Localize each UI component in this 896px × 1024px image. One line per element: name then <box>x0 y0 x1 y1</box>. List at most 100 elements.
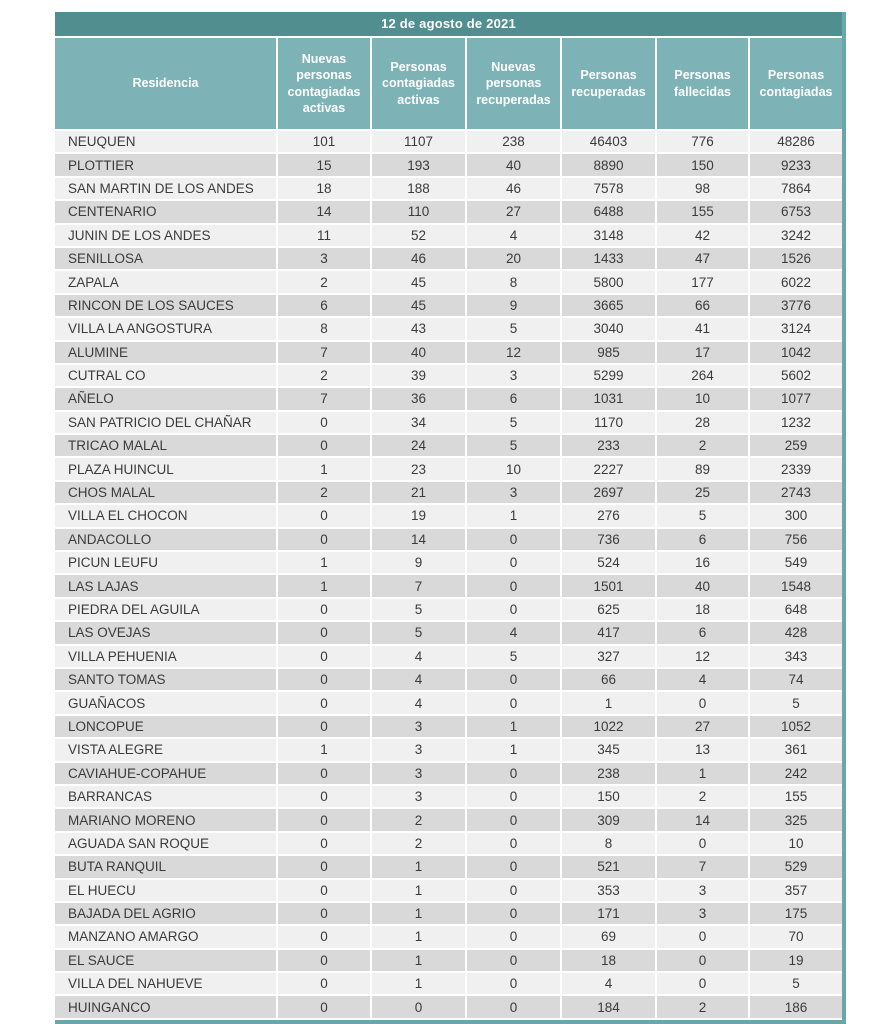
value-cell: 238 <box>562 762 657 786</box>
table-row: ZAPALA 2 45 8 5800 177 6022 <box>55 271 842 295</box>
value-cell: 0 <box>467 832 562 857</box>
value-cell: 184 <box>562 996 657 1020</box>
value-cell: 3242 <box>750 224 842 248</box>
value-cell: 0 <box>467 902 562 927</box>
table-row: EL SAUCE 0 1 0 18 0 19 <box>55 949 842 974</box>
residencia-cell: PICUN LEUFU <box>55 552 278 576</box>
value-cell: 24 <box>372 435 467 459</box>
value-cell: 3 <box>372 762 467 786</box>
residencia-cell: AGUADA SAN ROQUE <box>55 832 278 857</box>
value-cell: 150 <box>657 154 750 178</box>
value-cell: 1 <box>467 739 562 763</box>
value-cell: 40 <box>372 341 467 365</box>
value-cell: 327 <box>562 645 657 669</box>
value-cell: 736 <box>562 528 657 553</box>
value-cell: 1 <box>372 902 467 927</box>
value-cell: 14 <box>657 809 750 833</box>
residencia-cell: MARIANO MORENO <box>55 809 278 833</box>
value-cell: 242 <box>750 762 842 786</box>
value-cell: 6 <box>467 388 562 412</box>
value-cell: 4 <box>657 668 750 693</box>
value-cell: 74 <box>750 668 842 693</box>
table-row: GUAÑACOS 0 4 0 1 0 5 <box>55 692 842 716</box>
table-row: SANTO TOMAS 0 4 0 66 4 74 <box>55 668 842 693</box>
value-cell: 0 <box>467 528 562 553</box>
value-cell: 6 <box>657 622 750 646</box>
col-header-nuevas-recuperadas: Nuevas personas recuperadas <box>467 38 562 131</box>
value-cell: 3 <box>372 715 467 740</box>
table-row: BARRANCAS 0 3 0 150 2 155 <box>55 785 842 810</box>
value-cell: 0 <box>278 598 372 623</box>
value-cell: 34 <box>372 411 467 436</box>
table-row: MARIANO MORENO 0 2 0 309 14 325 <box>55 809 842 833</box>
value-cell: 428 <box>750 622 842 646</box>
value-cell: 357 <box>750 879 842 903</box>
residencia-cell: VILLA DEL NAHUEVE <box>55 973 278 997</box>
residencia-cell: SENILLOSA <box>55 247 278 272</box>
value-cell: 3 <box>372 785 467 810</box>
residencia-cell: PLOTTIER <box>55 154 278 178</box>
value-cell: 150 <box>562 785 657 810</box>
value-cell: 28 <box>657 411 750 436</box>
value-cell: 43 <box>372 318 467 342</box>
table-row: VILLA DEL NAHUEVE 0 1 0 4 0 5 <box>55 973 842 997</box>
residencia-cell: EL HUECU <box>55 879 278 903</box>
residencia-cell: JUNIN DE LOS ANDES <box>55 224 278 248</box>
col-header-contagiadas: Personas contagiadas <box>750 38 842 131</box>
value-cell: 13 <box>657 739 750 763</box>
value-cell: 3 <box>657 879 750 903</box>
value-cell: 0 <box>467 879 562 903</box>
value-cell: 0 <box>278 902 372 927</box>
value-cell: 0 <box>467 996 562 1020</box>
value-cell: 0 <box>467 692 562 716</box>
table-row: SAN MARTIN DE LOS ANDES 18 188 46 7578 98 7864 <box>55 177 842 202</box>
value-cell: 1107 <box>372 131 467 155</box>
table-row: VILLA EL CHOCON 0 19 1 276 5 300 <box>55 505 842 529</box>
value-cell: 0 <box>278 949 372 974</box>
value-cell: 1 <box>278 552 372 576</box>
residencia-cell: PLAZA HUINCUL <box>55 458 278 482</box>
table-row: ALUMINE 7 40 12 985 17 1042 <box>55 341 842 365</box>
value-cell: 309 <box>562 809 657 833</box>
value-cell: 0 <box>467 973 562 997</box>
value-cell: 6488 <box>562 201 657 225</box>
value-cell: 529 <box>750 856 842 880</box>
value-cell: 625 <box>562 598 657 623</box>
value-cell: 0 <box>278 832 372 857</box>
value-cell: 39 <box>372 364 467 389</box>
value-cell: 0 <box>278 435 372 459</box>
value-cell: 6753 <box>750 201 842 225</box>
report-date-title: 12 de agosto de 2021 <box>381 16 516 31</box>
value-cell: 1 <box>278 739 372 763</box>
value-cell: 1170 <box>562 411 657 436</box>
value-cell: 36 <box>372 388 467 412</box>
residencia-cell: BUTA RANQUIL <box>55 856 278 880</box>
value-cell: 2 <box>657 435 750 459</box>
value-cell: 1042 <box>750 341 842 365</box>
table-row: BUTA RANQUIL 0 1 0 521 7 529 <box>55 856 842 880</box>
table-row: VILLA LA ANGOSTURA 8 43 5 3040 41 3124 <box>55 318 842 342</box>
table-row: PLAZA HUINCUL 1 23 10 2227 89 2339 <box>55 458 842 482</box>
value-cell: 1052 <box>750 715 842 740</box>
value-cell: 7 <box>278 388 372 412</box>
value-cell: 101 <box>278 131 372 155</box>
table-row: SAN PATRICIO DEL CHAÑAR 0 34 5 1170 28 1232 <box>55 411 842 436</box>
value-cell: 21 <box>372 481 467 506</box>
value-cell: 5602 <box>750 364 842 389</box>
value-cell: 7 <box>657 856 750 880</box>
value-cell: 361 <box>750 739 842 763</box>
value-cell: 1 <box>562 692 657 716</box>
value-cell: 52 <box>372 224 467 248</box>
value-cell: 2697 <box>562 481 657 506</box>
value-cell: 3776 <box>750 294 842 319</box>
value-cell: 8890 <box>562 154 657 178</box>
value-cell: 5 <box>467 411 562 436</box>
col-header-contagiadas-activas: Personas contagiadas activas <box>372 38 467 131</box>
value-cell: 4 <box>372 645 467 669</box>
value-cell: 15 <box>278 154 372 178</box>
value-cell: 66 <box>562 668 657 693</box>
col-header-fallecidas: Personas fallecidas <box>657 38 750 131</box>
value-cell: 3148 <box>562 224 657 248</box>
value-cell: 2 <box>278 481 372 506</box>
value-cell: 0 <box>657 973 750 997</box>
